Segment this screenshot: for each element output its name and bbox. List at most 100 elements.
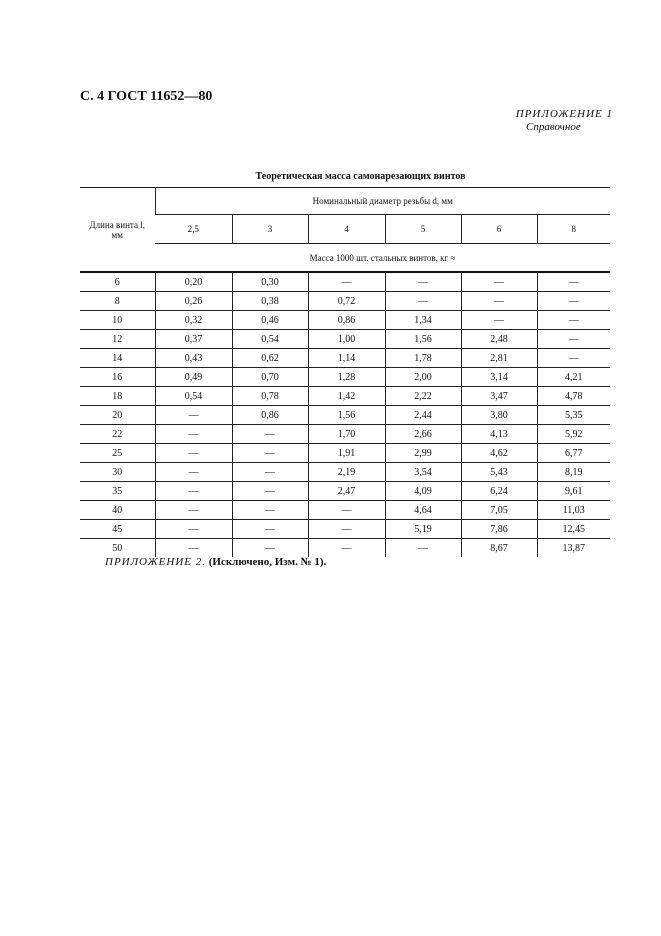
- mass-cell: 5,35: [536, 405, 610, 425]
- mass-cell: 2,99: [384, 443, 461, 463]
- diameter-header: 3: [231, 214, 308, 244]
- length-cell: 22: [80, 424, 155, 444]
- mass-cell: 1,28: [307, 367, 385, 387]
- mass-cell: —: [460, 291, 537, 311]
- mass-cell: —: [154, 424, 232, 444]
- mass-cell: 0,20: [154, 272, 232, 292]
- mass-cell: 4,21: [536, 367, 610, 387]
- mass-cell: 2,00: [384, 367, 461, 387]
- table-title: Теоретическая масса самонарезающих винто…: [255, 171, 466, 182]
- length-cell: 16: [80, 367, 155, 387]
- mass-cell: 0,72: [307, 291, 385, 311]
- mass-cell: 2,47: [307, 481, 385, 501]
- mass-cell: 0,62: [231, 348, 308, 368]
- diameter-header: 6: [460, 214, 537, 244]
- mass-cell: —: [154, 462, 232, 482]
- unit-header: Масса 1000 шт. стальных винтов, кг ≈: [155, 243, 610, 273]
- diameter-header: 5: [384, 214, 461, 244]
- mass-cell: 2,66: [384, 424, 461, 444]
- mass-cell: —: [384, 272, 461, 292]
- mass-cell: 12,45: [536, 519, 610, 539]
- mass-cell: —: [536, 291, 610, 311]
- mass-cell: 1,56: [307, 405, 385, 425]
- mass-cell: —: [154, 405, 232, 425]
- mass-cell: —: [536, 310, 610, 330]
- mass-cell: 0,32: [154, 310, 232, 330]
- mass-cell: 0,86: [307, 310, 385, 330]
- mass-cell: —: [536, 329, 610, 349]
- row-header: Длина винта l, мм: [80, 187, 155, 273]
- table-row: 25— —1,91 2,99 4,62 6,77: [80, 443, 610, 463]
- mass-cell: 6,77: [536, 443, 610, 463]
- mass-cell: 2,44: [384, 405, 461, 425]
- mass-cell: 2,19: [307, 462, 385, 482]
- mass-cell: 0,70: [231, 367, 308, 387]
- mass-cell: —: [154, 481, 232, 501]
- length-cell: 14: [80, 348, 155, 368]
- mass-cell: —: [307, 538, 385, 557]
- mass-cell: 0,38: [231, 291, 308, 311]
- diameter-header: 8: [536, 214, 610, 244]
- mass-cell: 9,61: [536, 481, 610, 501]
- mass-cell: 0,78: [231, 386, 308, 406]
- mass-cell: 1,91: [307, 443, 385, 463]
- mass-cell: 5,92: [536, 424, 610, 444]
- length-cell: 10: [80, 310, 155, 330]
- mass-cell: —: [231, 538, 308, 557]
- length-cell: 50: [112, 542, 123, 554]
- appendix2: ПРИЛОЖЕНИЕ 2. (Исключено, Изм. № 1).: [105, 556, 326, 568]
- table-row: 22— —1,70 2,66 4,13 5,92: [80, 424, 610, 444]
- mass-cell: 0,86: [231, 405, 308, 425]
- mass-cell: 3,54: [384, 462, 461, 482]
- group-header: Номинальный диаметр резьбы d, мм: [154, 187, 610, 215]
- table-row: 30— —2,19 3,54 5,43 8,19: [80, 462, 610, 482]
- table-row: 8 0,26 0,38 0,72— — —: [80, 291, 610, 311]
- mass-cell: 8,19: [536, 462, 610, 482]
- mass-cell: —: [154, 538, 232, 557]
- mass-cell: 1,70: [307, 424, 385, 444]
- length-cell: 30: [80, 462, 155, 482]
- mass-cell: —: [231, 519, 308, 539]
- length-cell: 40: [80, 500, 155, 520]
- diameter-header: 2,5: [155, 214, 232, 244]
- mass-cell: —: [384, 538, 461, 557]
- mass-cell: 1,42: [307, 386, 385, 406]
- length-cell: 18: [80, 386, 155, 406]
- mass-cell: 0,30: [231, 272, 308, 292]
- mass-cell: —: [231, 424, 308, 444]
- mass-cell: 5,19: [384, 519, 461, 539]
- mass-cell: 3,80: [460, 405, 537, 425]
- mass-cell: —: [384, 291, 461, 311]
- mass-cell: 0,54: [231, 329, 308, 349]
- mass-cell: 11,03: [536, 500, 610, 520]
- length-cell: 6: [80, 272, 155, 292]
- mass-cell: 0,37: [154, 329, 232, 349]
- appendix1-sublabel: Справочное: [526, 121, 581, 133]
- mass-cell: 4,64: [384, 500, 461, 520]
- mass-cell: 0,43: [154, 348, 232, 368]
- mass-cell: 1,78: [384, 348, 461, 368]
- mass-cell: —: [154, 500, 232, 520]
- table-row: 50— — — —8,67 13,87: [80, 538, 610, 557]
- appendix2-label: ПРИЛОЖЕНИЕ 2.: [105, 556, 206, 568]
- mass-cell: 3,47: [460, 386, 537, 406]
- mass-table: Длина винта l, мм Номинальный диаметр ре…: [80, 187, 610, 557]
- mass-cell: 4,62: [460, 443, 537, 463]
- table-row: 10 0,32 0,46 0,86 1,34— —: [80, 310, 610, 330]
- mass-cell: —: [307, 519, 385, 539]
- mass-cell: 4,78: [536, 386, 610, 406]
- mass-cell: —: [536, 272, 610, 292]
- mass-cell: —: [154, 443, 232, 463]
- table-row: 12 0,37 0,54 1,00 1,56 2,48—: [80, 329, 610, 349]
- mass-cell: —: [154, 519, 232, 539]
- appendix2-note: (Исключено, Изм. № 1).: [208, 556, 327, 568]
- mass-cell: 0,46: [231, 310, 308, 330]
- mass-cell: 2,48: [460, 329, 537, 349]
- mass-cell: 1,56: [384, 329, 461, 349]
- appendix1-label: ПРИЛОЖЕНИЕ 1: [515, 108, 613, 120]
- length-cell: 35: [80, 481, 155, 501]
- table-row: 14 0,43 0,62 1,14 1,78 2,81—: [80, 348, 610, 368]
- mass-cell: 2,22: [384, 386, 461, 406]
- mass-cell: —: [231, 481, 308, 501]
- mass-cell: —: [460, 272, 537, 292]
